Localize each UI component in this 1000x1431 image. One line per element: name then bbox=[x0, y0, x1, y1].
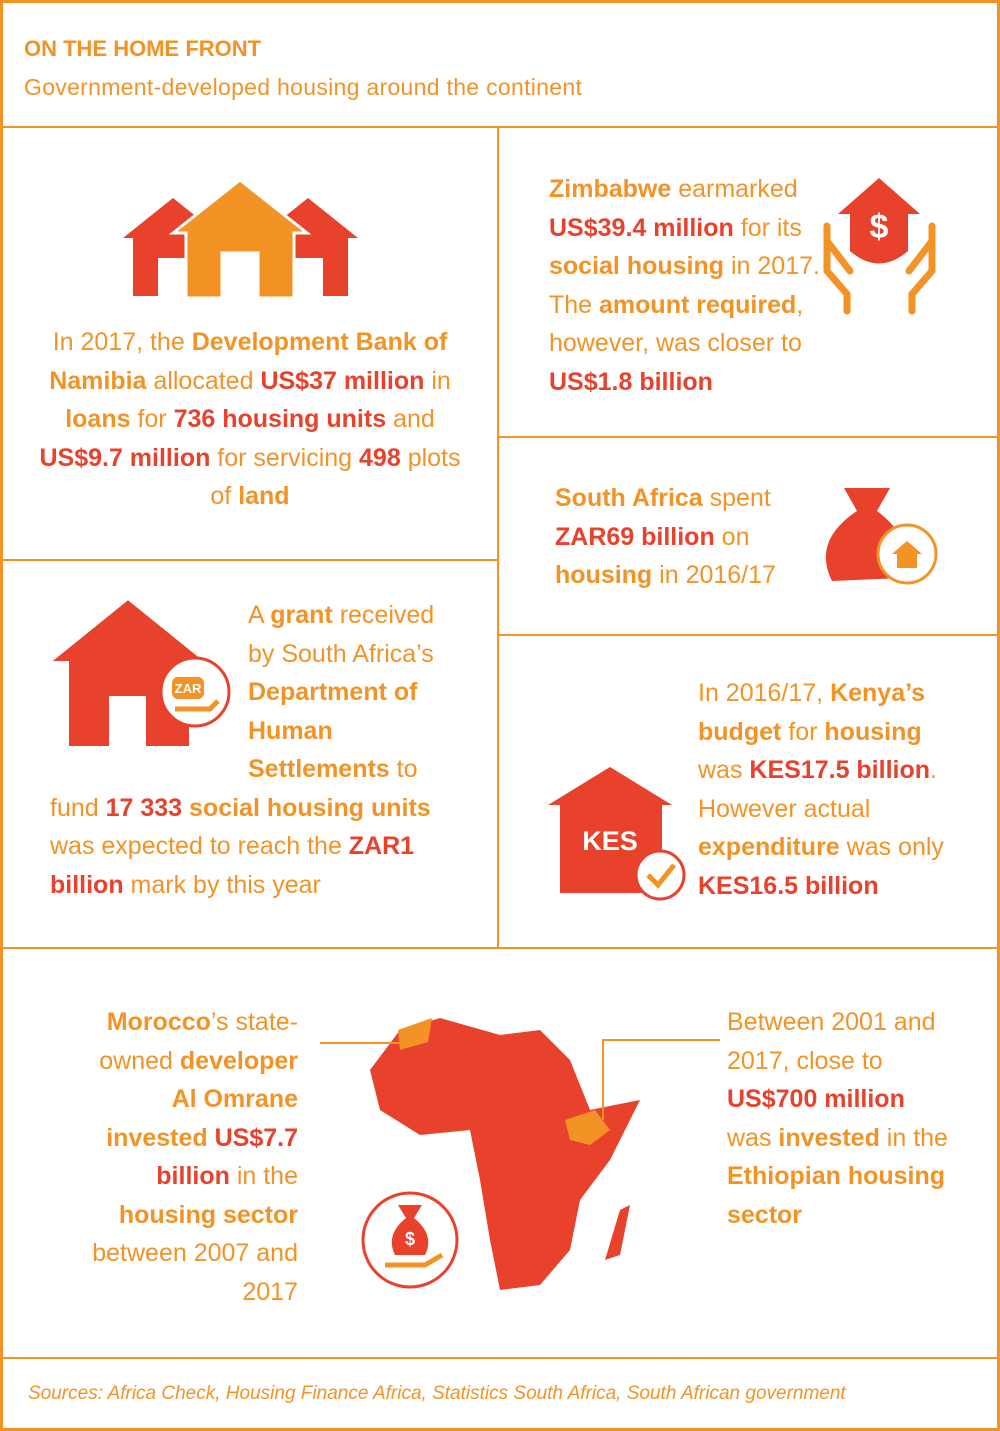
text-run: housing sector bbox=[118, 1200, 298, 1229]
text-run: Department of Human Settlements bbox=[248, 678, 418, 783]
text-run: ’s state-owned bbox=[99, 1008, 298, 1075]
icon-label: ZAR bbox=[175, 681, 202, 696]
text-run: was only bbox=[839, 833, 944, 861]
morocco-text: Morocco’s state-owned developer Al Omran… bbox=[70, 1003, 298, 1311]
text-run: A bbox=[248, 601, 271, 629]
text-run: ZAR69 billion bbox=[555, 522, 715, 551]
text-run: US$700 million bbox=[727, 1085, 905, 1113]
text-run: South Africa bbox=[555, 484, 703, 512]
text-run: for servicing bbox=[210, 443, 360, 472]
text-run: on bbox=[714, 522, 750, 551]
text-run: developer Al Omrane invested bbox=[106, 1046, 298, 1152]
divider bbox=[0, 559, 497, 561]
sources: Sources: Africa Check, Housing Finance A… bbox=[28, 1383, 846, 1404]
africa-map: $ bbox=[320, 1018, 720, 1290]
text-run: Ethiopian housing sector bbox=[727, 1162, 946, 1229]
text-run: , however, was closer to bbox=[549, 290, 804, 358]
text-run: 498 bbox=[359, 443, 401, 472]
text-run: US$39.4 million bbox=[549, 213, 734, 242]
text-run: social housing units bbox=[182, 793, 431, 822]
text-run: ZAR1 billion bbox=[50, 832, 415, 899]
text-run: received by South Africa’s bbox=[248, 601, 435, 668]
title: ON THE HOME FRONT bbox=[24, 36, 262, 61]
text-run: KES17.5 billion bbox=[749, 756, 931, 784]
text-run: in bbox=[424, 366, 451, 395]
divider bbox=[497, 634, 1000, 636]
text-run: and bbox=[386, 405, 435, 433]
text-run: in the bbox=[879, 1123, 948, 1152]
ethiopia-text: Between 2001 and 2017, close to US$700 m… bbox=[727, 1003, 952, 1234]
text-run: In 2016/17, bbox=[698, 679, 831, 707]
text-run: amount required bbox=[599, 290, 797, 319]
text-run: was bbox=[698, 756, 750, 784]
text-run: US$7.7 billion bbox=[156, 1123, 298, 1191]
house-kes-icon: KES bbox=[548, 767, 686, 901]
text-run: grant bbox=[270, 601, 333, 629]
text-run: invested bbox=[778, 1123, 880, 1152]
text-run: mark by this year bbox=[123, 870, 321, 899]
houses-icon bbox=[123, 178, 358, 300]
text-run: to fund bbox=[50, 755, 418, 822]
text-run: was expected to reach the bbox=[50, 832, 349, 860]
text-run: US$1.8 billion bbox=[549, 367, 713, 396]
text-run: Morocco bbox=[106, 1008, 211, 1036]
text-run: in the bbox=[229, 1162, 298, 1190]
text-run: Zimbabwe bbox=[549, 175, 672, 203]
text-run: Kenya’s budget bbox=[698, 679, 926, 746]
icon-label: KES bbox=[582, 826, 638, 856]
divider bbox=[0, 126, 1000, 128]
icon-label: $ bbox=[405, 1229, 415, 1249]
house-zar-icon: ZAR bbox=[50, 597, 231, 748]
text-run: allocated bbox=[146, 366, 261, 395]
text-run: US$9.7 million bbox=[39, 443, 211, 472]
text-run: for bbox=[781, 717, 825, 746]
text-run: earmarked bbox=[671, 175, 798, 203]
text-run: loans bbox=[65, 405, 131, 433]
text-run: Between 2001 and 2017, close to bbox=[727, 1008, 936, 1075]
subtitle: Government-developed housing around the … bbox=[24, 74, 583, 100]
divider bbox=[497, 126, 499, 948]
money-hands-icon: $ bbox=[823, 178, 936, 315]
south-africa-text: South Africa spent ZAR69 billion on hous… bbox=[555, 479, 795, 595]
text-run: . However actual bbox=[698, 756, 937, 823]
text-run: land bbox=[238, 482, 290, 510]
text-run: US$37 million bbox=[260, 366, 425, 395]
text-run: In 2017, the bbox=[52, 328, 192, 356]
text-run: Development Bank of Namibia bbox=[49, 328, 448, 395]
text-run: for its bbox=[733, 213, 802, 242]
text-run: housing bbox=[824, 717, 922, 746]
bag-icon bbox=[825, 488, 938, 585]
text-run: for bbox=[130, 405, 174, 433]
text-run: expenditure bbox=[698, 833, 840, 861]
divider bbox=[0, 1357, 1000, 1359]
text-run: 17 333 bbox=[105, 793, 183, 822]
divider bbox=[0, 947, 1000, 949]
text-run: 736 housing units bbox=[173, 405, 387, 433]
text-run: between 2007 and 2017 bbox=[92, 1239, 298, 1306]
icon-label: $ bbox=[870, 208, 889, 246]
text-run: was bbox=[727, 1123, 779, 1152]
divider bbox=[497, 436, 1000, 438]
grant-text: A grant received by South Africa’s Depar… bbox=[50, 596, 460, 904]
namibia-text: In 2017, the Development Bank of Namibia… bbox=[30, 323, 470, 516]
text-run: housing bbox=[555, 561, 653, 589]
text-run: in 2016/17 bbox=[652, 561, 776, 589]
text-run: spent bbox=[702, 484, 771, 512]
kenya-text: In 2016/17, Kenya’s budget for housing w… bbox=[548, 674, 948, 905]
text-run: plots of bbox=[210, 443, 461, 511]
text-run: KES16.5 billion bbox=[698, 871, 879, 900]
zimbabwe-text: Zimbabwe earmarked US$39.4 million for i… bbox=[549, 170, 824, 401]
text-run: in 2017. The bbox=[549, 252, 820, 319]
text-run: social housing bbox=[549, 252, 725, 280]
